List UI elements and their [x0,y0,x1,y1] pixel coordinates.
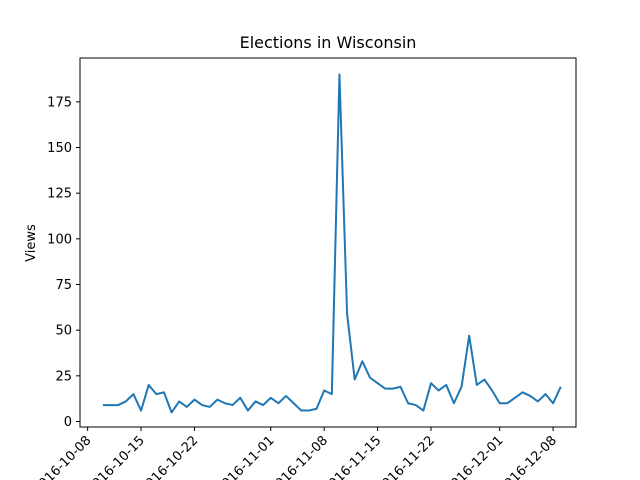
y-axis: 0 25 50 75 100 125 150 175 [47,95,80,430]
chart-title: Elections in Wisconsin [240,33,417,52]
series-lines [102,73,562,414]
y-tick-label: 0 [64,415,72,430]
x-tick-label: 2016-11-08 [267,433,331,480]
x-tick-label: 2016-11-01 [214,433,278,480]
y-tick-label: 175 [47,95,72,110]
x-tick-label: 2016-12-08 [496,433,560,480]
y-tick-label: 150 [47,141,72,156]
x-tick-label: 2016-10-22 [137,433,201,480]
plot-frame [79,57,577,428]
y-axis-label: Views [24,224,39,262]
y-tick-label: 25 [55,369,72,384]
x-tick-label: 2016-11-22 [374,433,438,480]
series-line-views [102,73,562,414]
x-tick-label: 2016-10-08 [30,433,94,480]
x-tick-label: 2016-12-01 [442,433,506,480]
y-tick-label: 50 [55,324,72,339]
y-tick-label: 75 [55,278,72,293]
y-tick-label: 100 [47,232,72,247]
y-tick-label: 125 [47,187,72,202]
x-tick-label: 2016-11-15 [320,433,384,480]
x-tick-label: 2016-10-15 [84,433,148,480]
